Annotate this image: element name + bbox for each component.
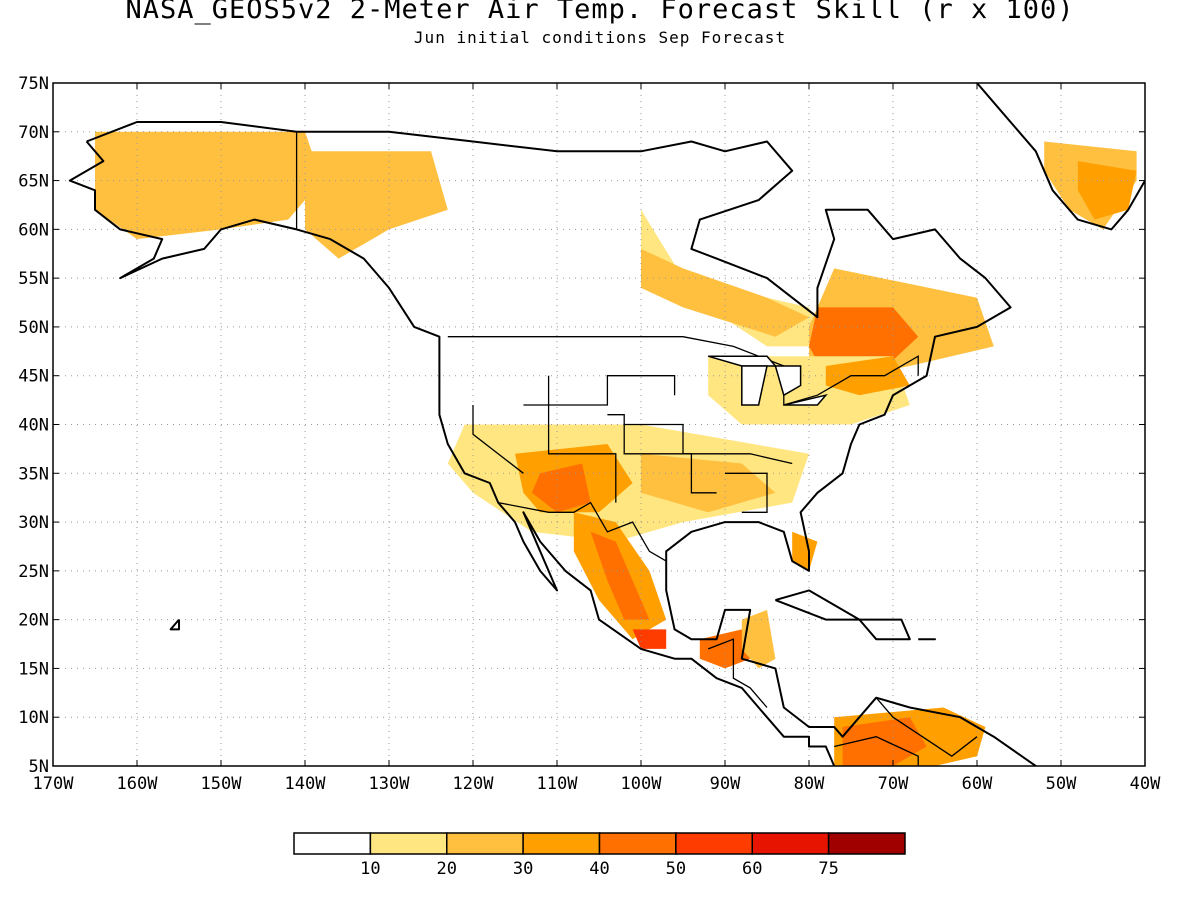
- lat-tick-label: 75N: [18, 74, 49, 94]
- lon-tick-label: 110W: [537, 774, 579, 794]
- coastline-layer: [68, 83, 1145, 766]
- colorbar-swatch: [751, 832, 830, 855]
- lat-tick-label: 35N: [18, 464, 49, 484]
- lon-tick-label: 130W: [369, 774, 411, 794]
- colorbar-swatch: [598, 832, 677, 855]
- lon-tick-label: 40W: [1130, 774, 1161, 794]
- coastline: [68, 140, 836, 766]
- political-border: [472, 405, 524, 474]
- coastline: [974, 83, 1145, 231]
- lat-tick-label: 20N: [18, 611, 49, 631]
- coastline: [858, 618, 911, 641]
- lat-tick-label: 70N: [18, 123, 49, 143]
- lon-tick-label: 170W: [33, 774, 75, 794]
- colorbar-label: 40: [589, 859, 609, 879]
- colorbar-swatch: [675, 832, 753, 855]
- skill-region: [641, 248, 809, 337]
- coastline: [86, 121, 1037, 766]
- political-border: [498, 501, 667, 562]
- great-lake: [774, 365, 802, 397]
- great-lake: [741, 365, 768, 406]
- skill-region: [305, 151, 448, 259]
- political-border: [875, 697, 978, 757]
- lon-tick-label: 50W: [1046, 774, 1077, 794]
- political-border: [834, 736, 919, 766]
- lat-tick-label: 65N: [18, 172, 49, 192]
- colorbar-swatch: [522, 832, 601, 855]
- map-title: NASA_GEOS5v2 2-Meter Air Temp. Forecast …: [125, 0, 1075, 25]
- colorbar-swatch: [827, 832, 906, 855]
- colorbar: 10 20 30 40 50 60 75: [293, 832, 906, 879]
- colorbar-label: 30: [513, 859, 533, 879]
- colorbar-label: 75: [818, 859, 838, 879]
- lat-tick-label: 45N: [18, 367, 49, 387]
- lon-tick-label: 70W: [878, 774, 909, 794]
- skill-region: [632, 629, 667, 649]
- skill-shading-layer: [95, 131, 1137, 766]
- lon-tick-label: 140W: [285, 774, 327, 794]
- political-border: [547, 375, 617, 503]
- skill-region: [95, 131, 322, 240]
- coastline: [169, 618, 180, 631]
- colorbar-swatch: [446, 832, 524, 855]
- lat-tick-label: 40N: [18, 416, 49, 436]
- political-border: [447, 336, 919, 406]
- skill-region: [641, 453, 776, 513]
- skill-region: [741, 609, 776, 669]
- colorbar-label: 10: [360, 859, 380, 879]
- map-subtitle: Jun initial conditions Sep Forecast: [413, 28, 787, 47]
- colorbar-swatch: [369, 832, 448, 855]
- lon-tick-label: 160W: [117, 774, 159, 794]
- great-lake: [783, 393, 828, 406]
- lat-tick-label: 30N: [18, 513, 49, 533]
- lon-tick-label: 100W: [621, 774, 663, 794]
- lon-tick-label: 80W: [794, 774, 825, 794]
- colorbar-label: 60: [742, 859, 762, 879]
- skill-region: [531, 463, 591, 513]
- lon-tick-label: 90W: [710, 774, 741, 794]
- skill-region: [1077, 161, 1137, 220]
- colorbar-swatch: [293, 832, 372, 855]
- colorbar-label: 50: [666, 859, 686, 879]
- lat-tick-label: 15N: [18, 659, 49, 679]
- coastline: [775, 589, 861, 621]
- skill-region: [590, 531, 650, 620]
- lat-tick-label: 60N: [18, 220, 49, 240]
- political-border: [725, 472, 768, 513]
- lon-tick-label: 60W: [962, 774, 993, 794]
- lon-tick-label: 120W: [453, 774, 495, 794]
- political-border: [523, 375, 676, 406]
- lat-tick-label: 5N: [29, 757, 49, 777]
- lat-tick-label: 55N: [18, 269, 49, 289]
- political-border: [607, 414, 717, 494]
- skill-region: [792, 531, 818, 571]
- colorbar-label: 20: [437, 859, 457, 879]
- skill-region: [842, 717, 927, 766]
- lon-tick-label: 150W: [201, 774, 243, 794]
- lat-tick-label: 25N: [18, 562, 49, 582]
- axis-ticks: 170W 160W 150W 140W 130W 120W 110W 100W 90W 80W 70…: [18, 74, 1161, 794]
- lat-tick-label: 10N: [18, 708, 49, 728]
- political-border: [707, 638, 768, 708]
- lat-tick-label: 50N: [18, 318, 49, 338]
